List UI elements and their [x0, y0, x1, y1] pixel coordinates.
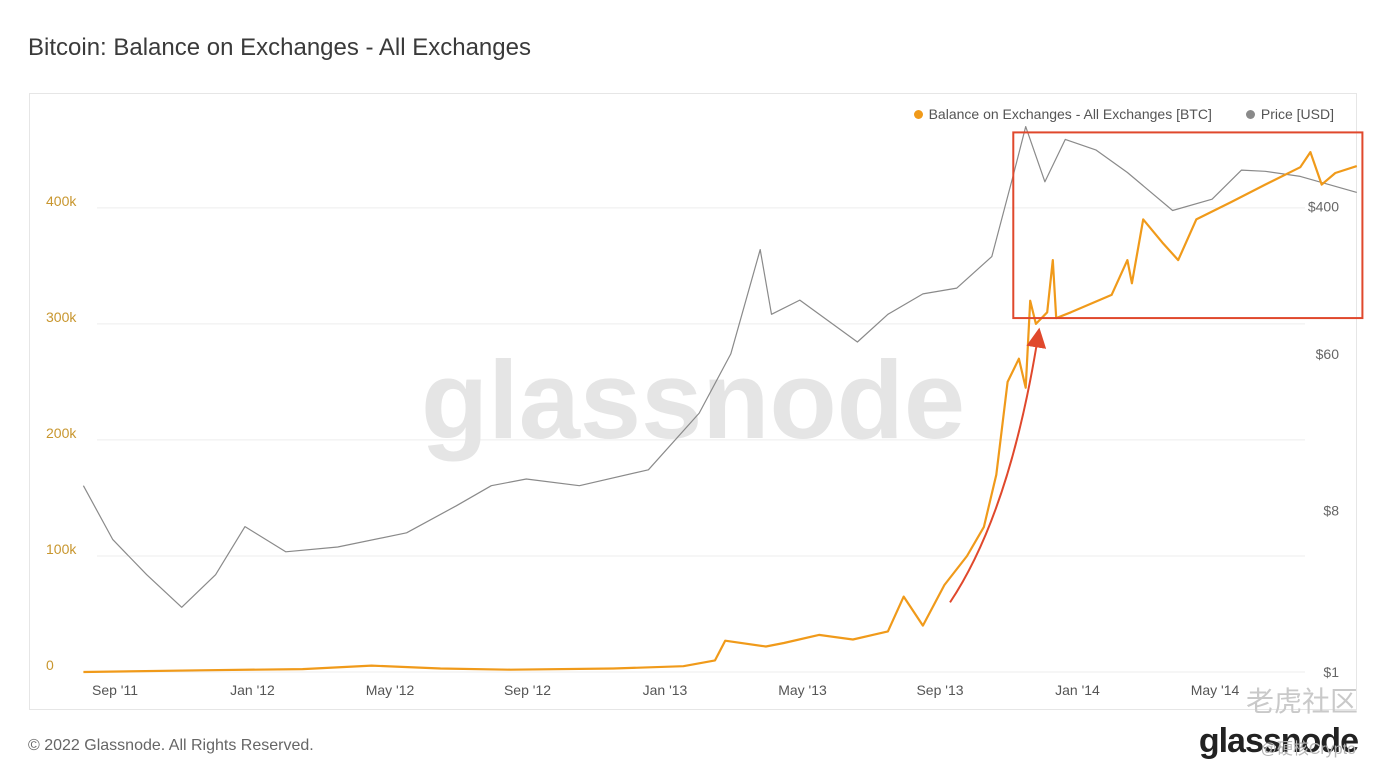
watermark-overlay: 老虎社区 — [1245, 686, 1358, 717]
legend-item-price[interactable]: Price [USD] — [1245, 106, 1334, 122]
watermark-handle: @硬核Crypto — [1260, 741, 1356, 758]
y-tick-right: $400 — [1308, 199, 1339, 215]
y-tick-left: 200k — [46, 425, 77, 441]
chart-watermark: glassnode — [421, 339, 965, 462]
x-tick: Sep '11 — [92, 682, 138, 698]
x-tick: May '12 — [366, 682, 415, 698]
copyright-text: © 2022 Glassnode. All Rights Reserved. — [28, 737, 314, 754]
trend-arrow — [949, 327, 1047, 603]
legend-label-balance: Balance on Exchanges - All Exchanges [BT… — [928, 106, 1212, 122]
page-title: Bitcoin: Balance on Exchanges - All Exch… — [28, 34, 531, 61]
legend-dot-balance — [913, 109, 923, 119]
x-tick: Sep '12 — [504, 682, 551, 698]
y-tick-left: 400k — [46, 193, 77, 209]
x-tick: Jan '12 — [230, 682, 275, 698]
x-tick: Sep '13 — [916, 682, 963, 698]
price-line — [82, 125, 1357, 608]
highlight-box — [1012, 131, 1364, 320]
x-tick: May '14 — [1191, 682, 1240, 698]
brand-logo: glassnode — [1198, 722, 1359, 760]
legend-label-price: Price [USD] — [1260, 106, 1334, 122]
chart-legend: Balance on Exchanges - All Exchanges [BT… — [913, 106, 1334, 122]
x-tick: Jan '14 — [1055, 682, 1100, 698]
balance-line — [83, 151, 1358, 674]
y-tick-left: 0 — [46, 657, 54, 673]
y-tick-right: $60 — [1316, 346, 1340, 362]
legend-item-balance[interactable]: Balance on Exchanges - All Exchanges [BT… — [913, 106, 1212, 122]
x-tick: May '13 — [778, 682, 827, 698]
x-tick: Jan '13 — [643, 682, 688, 698]
legend-dot-price — [1245, 109, 1255, 119]
y-tick-left: 300k — [46, 309, 77, 325]
y-tick-left: 100k — [46, 541, 77, 557]
y-tick-right: $1 — [1323, 664, 1339, 680]
chart-frame — [29, 93, 1357, 710]
y-tick-right: $8 — [1323, 502, 1339, 518]
